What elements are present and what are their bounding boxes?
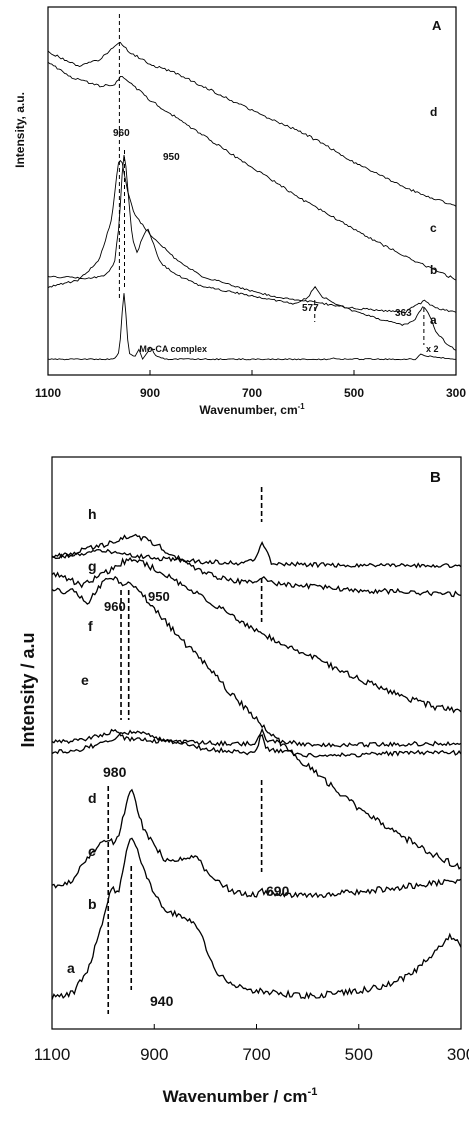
peak-annotation: 577 (302, 303, 319, 314)
x-tick-label: 1100 (34, 1045, 71, 1064)
series-line-a (47, 154, 457, 351)
series-line-b (47, 159, 457, 314)
curve-label: h (88, 506, 97, 522)
plot-frame (47, 6, 457, 376)
curve-label: f (88, 618, 93, 634)
curve-label: a (430, 313, 437, 327)
peak-annotation: 363 (395, 308, 412, 319)
panel-label: B (430, 469, 441, 486)
series-line-c (47, 61, 457, 281)
x-axis-label: Wavenumber / cm-1 (163, 1086, 318, 1106)
x-axis-label-superscript: -1 (298, 402, 306, 411)
x-tick-label: 1100 (35, 386, 61, 400)
y-axis-label: Intensity / a.u (18, 632, 38, 747)
x-tick-label: 700 (242, 386, 262, 400)
curve-label: e (81, 672, 89, 688)
peak-annotation: x 2 (426, 344, 439, 354)
panel-a: 1100 900 700 500 300 Wavenumber, cm-1 Intensit… (13, 6, 466, 417)
peak-annotation: 980 (103, 764, 127, 780)
series-line-g (51, 533, 462, 598)
curve-label: g (88, 558, 97, 574)
peak-annotation: 950 (148, 589, 170, 604)
series-line-b (51, 788, 462, 899)
series-line-e (51, 575, 462, 870)
series-line-h (51, 540, 462, 569)
curve-label: c (430, 221, 437, 235)
peak-annotation: 960 (113, 128, 130, 139)
peak-annotation: 690 (266, 883, 290, 899)
x-axis-label-superscript: -1 (308, 1086, 318, 1098)
x-tick-label: 300 (447, 1045, 469, 1064)
x-tick-label: 900 (140, 386, 160, 400)
series-line-mo-ca-complex (47, 293, 456, 361)
curve-label: Mo-CA complex (139, 344, 207, 354)
panel-b: 1100 900 700 500 300 Wavenumber / cm-1 Intensi… (18, 456, 469, 1106)
peak-annotation: 940 (150, 993, 174, 1009)
curve-label: c (88, 843, 96, 859)
x-tick-label: 500 (345, 1045, 373, 1064)
x-tick-label: 700 (242, 1045, 270, 1064)
x-tick-label: 300 (446, 386, 466, 400)
panel-label: A (432, 18, 442, 33)
x-tick-label: 500 (344, 386, 364, 400)
curve-label: b (430, 263, 437, 277)
curve-label: b (88, 896, 97, 912)
series-line-a (51, 837, 462, 1000)
curve-label: a (67, 960, 75, 976)
series-line-f (51, 556, 462, 714)
series-line-d (51, 727, 462, 748)
y-axis-label: Intensity, a.u. (13, 92, 27, 168)
series-line-c (51, 729, 462, 758)
x-axis-label: Wavenumber, cm-1 (199, 402, 305, 417)
peak-annotation: 960 (104, 599, 126, 614)
peak-annotation: 950 (163, 152, 180, 163)
x-tick-label: 900 (140, 1045, 168, 1064)
curve-label: d (430, 105, 437, 119)
series-line-d (47, 41, 457, 207)
curve-label: d (88, 790, 97, 806)
